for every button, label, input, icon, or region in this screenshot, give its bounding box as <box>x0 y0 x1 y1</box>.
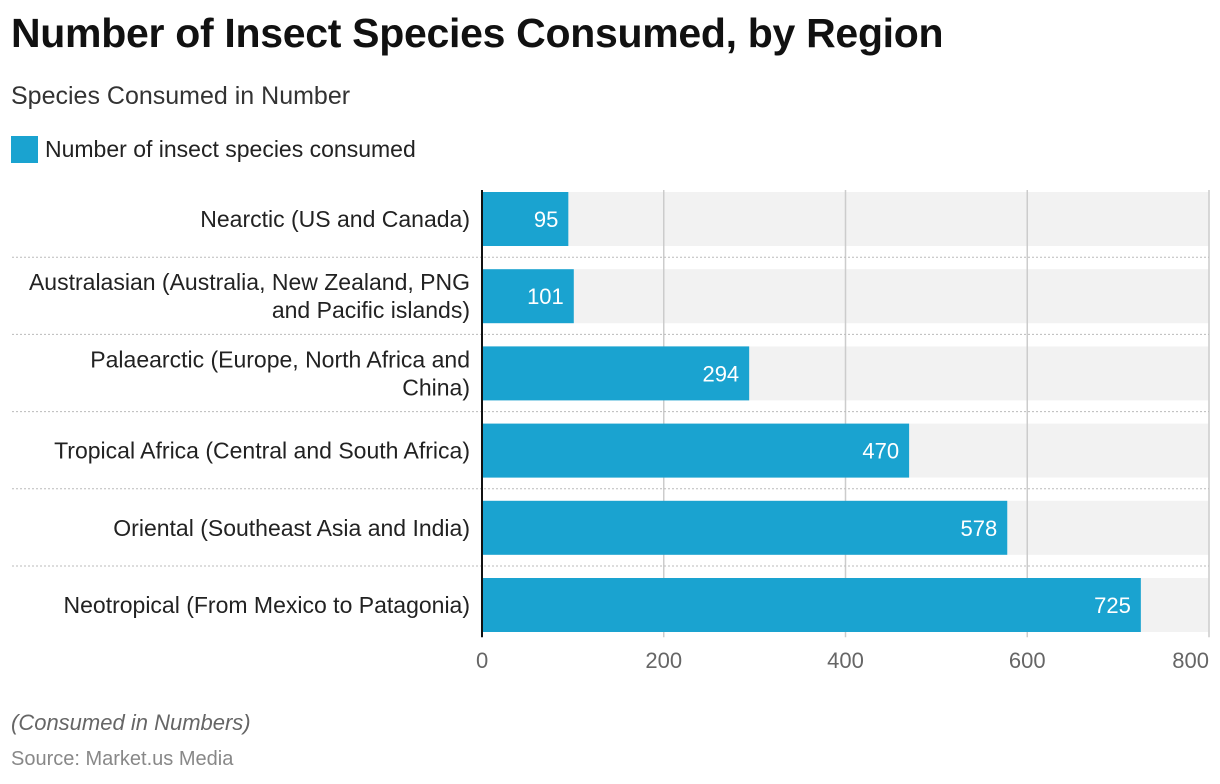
legend-swatch <box>11 136 38 163</box>
bar-value-label: 470 <box>862 439 899 464</box>
chart-title: Number of Insect Species Consumed, by Re… <box>11 10 944 56</box>
bar-value-label: 95 <box>534 207 558 232</box>
category-label: Tropical Africa (Central and South Afric… <box>54 438 470 464</box>
bar-value-label: 294 <box>702 361 739 386</box>
category-label: Palaearctic (Europe, North Africa and <box>90 346 470 372</box>
legend: Number of insect species consumed <box>11 136 416 163</box>
category-label: Nearctic (US and Canada) <box>200 206 470 232</box>
bar-value-label: 578 <box>961 516 998 541</box>
category-label: Australasian (Australia, New Zealand, PN… <box>29 269 470 295</box>
bar <box>482 500 1008 555</box>
x-tick-label: 200 <box>645 648 682 673</box>
x-tick-label: 0 <box>476 648 488 673</box>
x-tick-label: 600 <box>1009 648 1046 673</box>
bar <box>482 269 574 324</box>
bar <box>482 423 910 478</box>
bar <box>482 346 750 401</box>
bar-value-label: 101 <box>527 284 564 309</box>
x-tick-label: 800 <box>1172 648 1209 673</box>
category-label: Neotropical (From Mexico to Patagonia) <box>64 592 471 618</box>
bar <box>482 192 569 246</box>
category-label: Oriental (Southeast Asia and India) <box>113 515 470 541</box>
category-label: China) <box>402 374 470 400</box>
bar <box>482 578 1141 632</box>
chart-note: (Consumed in Numbers) <box>11 710 251 735</box>
legend-label: Number of insect species consumed <box>45 136 416 162</box>
x-tick-label: 400 <box>827 648 864 673</box>
bar-chart: 95 Nearctic (US and Canada) 101 Australasia… <box>12 190 1210 673</box>
bar-value-label: 725 <box>1094 593 1131 618</box>
category-label: and Pacific islands) <box>272 297 470 323</box>
chart-source: Source: Market.us Media <box>11 748 234 770</box>
chart-subtitle: Species Consumed in Number <box>11 82 351 110</box>
